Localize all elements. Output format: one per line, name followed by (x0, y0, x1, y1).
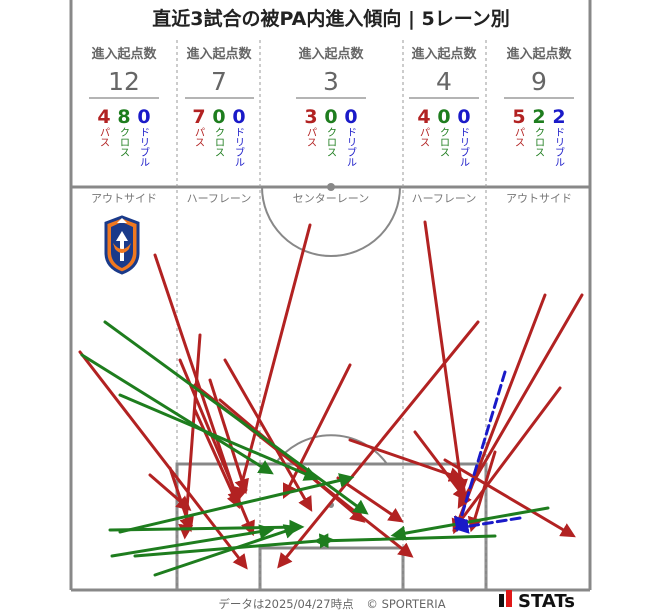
lane-header-label: 進入起点数 (298, 46, 364, 62)
goal-area (258, 546, 405, 592)
lane-total: 3 (323, 67, 339, 96)
pass-arrow (78, 350, 248, 570)
lane-cross-count: 2 (532, 106, 545, 128)
lane-pass-count: 7 (192, 106, 205, 128)
cross-arrow (313, 533, 497, 549)
lane-dribble-count: 0 (344, 106, 357, 128)
lane-cross-count: 0 (324, 106, 337, 128)
lane-dribble-count: 0 (232, 106, 245, 128)
lane-cross-count: 0 (437, 106, 450, 128)
lane-cross-label: クロス (327, 127, 337, 159)
lane-name: ハーフレーン (187, 192, 252, 205)
lane-header-label: 進入起点数 (506, 46, 572, 62)
cross-arrow (110, 524, 275, 558)
pass-arrow (443, 458, 576, 538)
lane-header-label: 進入起点数 (91, 46, 157, 62)
pass-arrow (277, 320, 480, 569)
lane-dribble-label: ドリブル (555, 128, 565, 169)
pass-arrow (348, 438, 465, 482)
cross-arrow (153, 524, 300, 577)
lane-pass-count: 4 (417, 106, 430, 128)
pass-arrow (413, 430, 468, 502)
lane-dribble-count: 0 (457, 106, 470, 128)
pass-arrow (233, 223, 312, 503)
lane-pass-label: パス (195, 127, 205, 149)
cross-arrow (80, 353, 274, 475)
dribble-arrow (453, 370, 507, 533)
lane-pass-count: 5 (512, 106, 525, 128)
pass-arrow (467, 450, 497, 533)
date-note: データは2025/04/27時点 (218, 597, 353, 611)
brand-name: STATs (518, 591, 575, 611)
lane-pass-count: 3 (304, 106, 317, 128)
pass-arrow (193, 408, 241, 510)
lane-name: アウトサイド (506, 192, 572, 205)
lane-dribble-label: ドリブル (347, 128, 357, 169)
lane-cross-label: クロス (440, 127, 450, 159)
lane-cross-label: クロス (215, 127, 225, 159)
pass-arrow (423, 220, 468, 495)
lane-dribble-count: 2 (552, 106, 565, 128)
cross-arrow (118, 393, 320, 481)
pass-arrow (168, 466, 194, 533)
penalty-arc (274, 434, 388, 465)
cross-arrow (118, 473, 355, 534)
pass-arrow (451, 293, 547, 535)
lane-header-label: 進入起点数 (186, 46, 252, 62)
lane-total: 4 (436, 67, 452, 96)
pass-arrow (208, 378, 249, 495)
lane-pass-label: パス (100, 127, 110, 149)
cross-arrow (103, 320, 369, 515)
stats-logo-icon (499, 590, 512, 607)
lane-name: ハーフレーン (412, 192, 477, 205)
center-circle (261, 186, 401, 257)
lane-dribble-label: ドリブル (235, 128, 245, 169)
page-title: 直近3試合の被PA内進入傾向 | 5レーン別 (152, 7, 510, 30)
lane-total: 7 (211, 67, 227, 96)
lane-dribble-count: 0 (137, 106, 150, 128)
lane-total: 12 (108, 67, 140, 96)
lane-pass-label: パス (515, 127, 525, 149)
pass-arrow (452, 386, 562, 532)
lane-cross-count: 0 (212, 106, 225, 128)
lane-dribble-label: ドリブル (140, 128, 150, 169)
lane-cross-count: 8 (117, 106, 130, 128)
cross-arrow (390, 506, 550, 541)
lane-name: アウトサイド (91, 192, 157, 205)
pass-arrow (457, 293, 584, 509)
pass-arrow (282, 363, 352, 500)
dribble-arrow (453, 516, 522, 534)
copyright: © SPORTERIA (366, 597, 445, 611)
lane-pass-label: パス (307, 127, 317, 149)
lane-header-label: 進入起点数 (411, 46, 477, 62)
lane-total: 9 (531, 67, 547, 96)
lane-name: センターレーン (293, 192, 369, 205)
lane-pass-count: 4 (97, 106, 110, 128)
lane-cross-label: クロス (535, 127, 545, 159)
entry-arrows (78, 220, 584, 577)
center-spot (327, 183, 335, 191)
lane-dribble-label: ドリブル (460, 128, 470, 169)
lane-stats: 進入起点数124パス8クロス0ドリブルアウトサイド進入起点数77パス0クロス0ド… (89, 46, 574, 205)
albirex-crest-icon (104, 215, 140, 275)
lane-cross-label: クロス (120, 127, 130, 159)
lane-pass-label: パス (420, 127, 430, 149)
